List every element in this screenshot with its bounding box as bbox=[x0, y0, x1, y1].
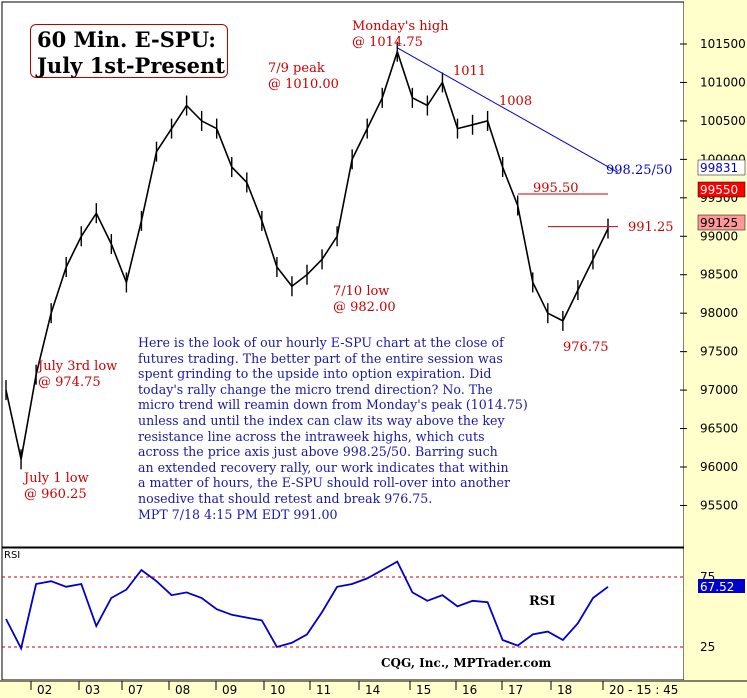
annotation-value: @ 1010.00 bbox=[268, 77, 339, 92]
annotation-value: @ 982.00 bbox=[333, 300, 396, 315]
x-axis-tick-label: 16 bbox=[462, 683, 477, 697]
y-axis-tick-label: 96000 bbox=[700, 460, 738, 474]
x-axis-tick-label: 02 bbox=[37, 683, 52, 697]
chart-title-line2: July 1st-Present bbox=[37, 53, 225, 78]
commentary-line: today's rally change the micro trend dir… bbox=[138, 381, 493, 397]
rsi-current-value: 67.52 bbox=[700, 580, 734, 594]
y-axis-tick-label: 98000 bbox=[700, 306, 738, 320]
y-axis-tick-label: 97500 bbox=[700, 345, 738, 359]
x-axis-tick-label: 18 bbox=[557, 683, 572, 697]
commentary-line: futures trading. The better part of the … bbox=[138, 350, 503, 366]
x-axis-tick-label: 09 bbox=[222, 683, 237, 697]
commentary-line: Here is the look of our hourly E-SPU cha… bbox=[138, 335, 504, 350]
annotation-level: 998.25/50 bbox=[606, 163, 672, 178]
y-axis-tick-label: 97000 bbox=[700, 383, 738, 397]
y-axis-tick-label: 99000 bbox=[700, 229, 738, 243]
axis-value-label: 99125 bbox=[700, 216, 738, 230]
rsi-value-box bbox=[698, 579, 745, 593]
x-axis-tick-label: 03 bbox=[85, 683, 100, 697]
axis-value-box bbox=[697, 214, 746, 231]
annotation-value: @ 1014.75 bbox=[352, 35, 423, 50]
annotation-label: July 3rd low bbox=[36, 359, 117, 374]
y-axis-tick-label: 95500 bbox=[700, 498, 738, 512]
commentary-line: micro trend will reamin down from Monday… bbox=[138, 397, 528, 413]
commentary-line: unless and until the index can claw its … bbox=[138, 412, 505, 428]
y-axis-tick-label: 100500 bbox=[700, 114, 746, 128]
rsi-panel-title: RSI bbox=[4, 550, 20, 561]
commentary-line: spent grinding to the upside into option… bbox=[138, 366, 492, 382]
rsi-series-line bbox=[5, 560, 609, 651]
x-axis-tick-label: 10 bbox=[270, 683, 285, 697]
annotation-label: Monday's high bbox=[352, 19, 449, 34]
rsi-axis-tick-label: 25 bbox=[700, 640, 715, 654]
x-axis-tick-label: 11 bbox=[316, 683, 331, 697]
y-axis-tick-label: 101000 bbox=[700, 75, 746, 89]
commentary-line: across the price axis just above 998.25/… bbox=[138, 444, 498, 460]
price-axis-background bbox=[684, 0, 747, 680]
x-axis-tick-label: 15 bbox=[416, 683, 431, 697]
axis-value-box bbox=[697, 159, 746, 176]
commentary-line: a matter of hours, the E-SPU should roll… bbox=[138, 475, 510, 491]
chart-title-line1: 60 Min. E-SPU: bbox=[37, 27, 217, 52]
annotation-level: 976.75 bbox=[563, 340, 609, 355]
commentary-signature: MPT 7/18 4:15 PM EDT 991.00 bbox=[138, 506, 338, 522]
y-axis-tick-label: 96500 bbox=[700, 422, 738, 436]
axis-value-label: 99550 bbox=[700, 183, 738, 197]
y-axis-tick-label: 101500 bbox=[700, 37, 746, 51]
annotation-level: 1011 bbox=[453, 64, 486, 79]
resistance-trendline bbox=[397, 47, 619, 173]
footer-credit: CQG, Inc., MPTrader.com bbox=[381, 656, 552, 670]
annotation-label: 7/9 peak bbox=[268, 61, 325, 76]
axis-value-label: 99831 bbox=[700, 161, 738, 175]
x-axis-tick-label: 17 bbox=[508, 683, 523, 697]
commentary-line: nosedive that should retest and break 97… bbox=[138, 490, 433, 506]
commentary-text: Here is the look of our hourly E-SPU cha… bbox=[138, 335, 558, 522]
annotation-level: 1008 bbox=[499, 94, 532, 109]
commentary-line: an extended recovery rally, our work ind… bbox=[138, 459, 509, 475]
price-panel-frame bbox=[1, 1, 685, 548]
rsi-panel-frame bbox=[1, 547, 685, 681]
annotation-value: @ 974.75 bbox=[38, 375, 101, 390]
commentary-line: resistance line across the intraweek hig… bbox=[138, 428, 485, 444]
annotation-label: 7/10 low bbox=[333, 284, 389, 299]
time-axis-background bbox=[0, 680, 747, 698]
rsi-label: RSI bbox=[529, 594, 555, 609]
annotation-label: July 1 low bbox=[22, 471, 89, 486]
x-axis-tick-label: 07 bbox=[128, 683, 143, 697]
x-axis-tick-label: 08 bbox=[175, 683, 190, 697]
y-axis-tick-label: 98500 bbox=[700, 268, 738, 282]
axis-value-box bbox=[697, 181, 746, 198]
annotation-value: @ 960.25 bbox=[24, 487, 87, 502]
x-axis-tick-label: 14 bbox=[365, 683, 380, 697]
x-axis-tick-label: 20 - 15 : 45 bbox=[609, 683, 678, 697]
chart-title-box: 60 Min. E-SPU: July 1st-Present bbox=[30, 24, 228, 78]
annotation-level: 991.25 bbox=[628, 220, 674, 235]
annotation-level: 995.50 bbox=[533, 181, 579, 196]
